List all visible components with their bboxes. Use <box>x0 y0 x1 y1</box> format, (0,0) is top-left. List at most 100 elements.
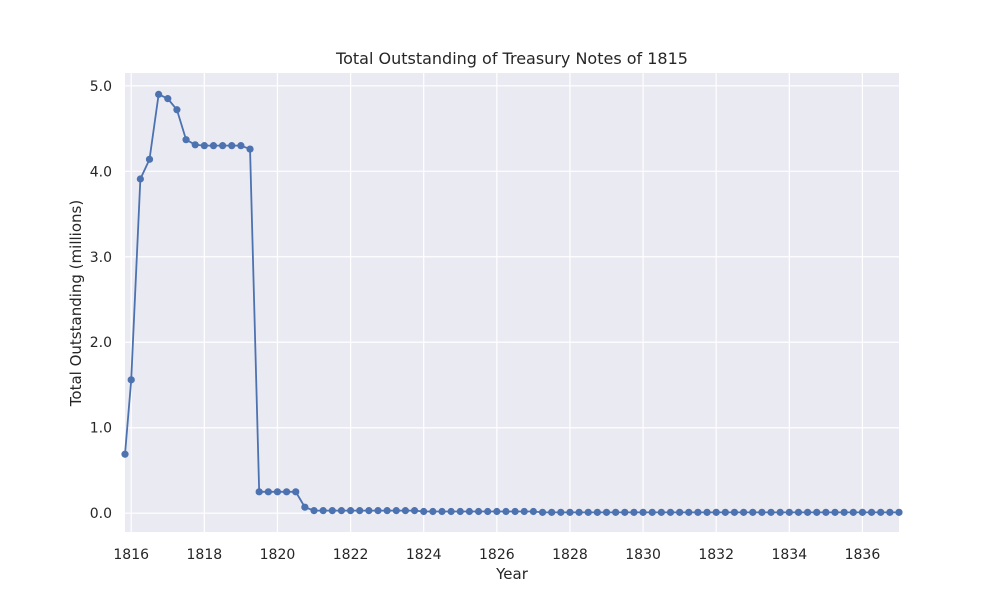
x-tick-label: 1822 <box>333 547 369 563</box>
data-point <box>575 508 583 516</box>
data-point <box>374 507 382 515</box>
data-point <box>392 507 400 515</box>
data-point <box>145 155 154 163</box>
y-tick-label: 5.0 <box>90 79 112 95</box>
y-tick-label: 3.0 <box>90 250 112 266</box>
data-point <box>676 508 684 516</box>
data-point <box>155 90 163 98</box>
x-tick-label: 1830 <box>625 547 661 563</box>
data-point <box>456 507 464 516</box>
data-point <box>465 507 474 516</box>
data-point <box>283 488 291 496</box>
data-point <box>264 488 272 496</box>
x-tick-label: 1832 <box>698 547 734 563</box>
data-point <box>127 376 135 384</box>
data-point <box>630 508 638 516</box>
x-tick-label: 1816 <box>113 547 149 563</box>
y-tick-label: 0.0 <box>90 506 112 522</box>
x-tick-label: 1828 <box>552 547 588 563</box>
y-tick-label: 1.0 <box>90 421 112 437</box>
data-point <box>758 508 766 516</box>
data-point <box>292 488 300 496</box>
data-point <box>666 508 675 516</box>
data-point <box>237 142 245 150</box>
data-point <box>511 507 519 516</box>
x-tick-label: 1818 <box>187 547 223 563</box>
data-point <box>228 142 236 150</box>
data-point <box>301 503 309 511</box>
data-point <box>822 508 830 516</box>
data-point <box>831 508 839 516</box>
data-point <box>584 508 592 516</box>
y-tick-label: 2.0 <box>90 335 112 351</box>
data-point <box>785 508 793 516</box>
data-point <box>566 508 574 516</box>
data-point <box>346 507 355 515</box>
x-axis: 1816 1818 1820 1822 1824 1826 1828 1830 1832 1834… <box>113 547 880 563</box>
data-point <box>356 507 364 515</box>
data-point <box>164 95 172 103</box>
data-point <box>438 507 446 516</box>
data-point <box>657 508 665 516</box>
data-point <box>886 508 894 516</box>
data-point <box>246 145 254 153</box>
data-point <box>401 507 410 515</box>
y-tick-label: 4.0 <box>90 164 112 180</box>
x-axis-label: Year <box>495 565 529 583</box>
data-point <box>639 508 647 516</box>
data-point <box>337 507 346 515</box>
data-point <box>520 507 528 516</box>
data-point <box>749 508 757 516</box>
data-point <box>767 508 775 516</box>
chart-title: Total Outstanding of Treasury Notes of 1… <box>335 49 688 68</box>
data-point <box>602 508 611 516</box>
data-point <box>319 507 327 515</box>
data-point <box>420 507 428 516</box>
data-point <box>502 507 510 516</box>
data-point <box>273 488 282 496</box>
data-point <box>730 508 739 516</box>
data-point <box>612 508 620 516</box>
data-point <box>173 106 181 114</box>
data-point <box>685 508 693 516</box>
y-axis: 0.0 1.0 2.0 3.0 4.0 5.0 <box>90 79 112 522</box>
data-point <box>121 450 129 458</box>
data-point <box>493 507 501 516</box>
data-point <box>776 508 784 516</box>
data-point <box>557 508 565 516</box>
x-tick-label: 1834 <box>771 547 807 563</box>
data-point <box>694 508 702 516</box>
data-point <box>529 507 537 516</box>
data-point <box>840 508 848 516</box>
data-point <box>209 142 218 150</box>
data-point <box>804 508 812 516</box>
data-point <box>328 507 336 515</box>
data-point <box>877 508 885 516</box>
data-point <box>740 508 748 516</box>
data-point <box>200 142 208 150</box>
y-axis-label: Total Outstanding (millions) <box>67 200 85 407</box>
data-point <box>703 508 711 516</box>
data-point <box>621 508 629 516</box>
x-tick-label: 1836 <box>845 547 881 563</box>
data-point <box>858 508 867 516</box>
data-point <box>721 508 729 516</box>
data-point <box>182 136 190 144</box>
data-point <box>310 507 318 515</box>
data-point <box>712 508 720 516</box>
data-points <box>121 90 903 516</box>
data-point <box>383 507 391 515</box>
data-point <box>219 142 227 150</box>
x-tick-label: 1820 <box>260 547 296 563</box>
data-point <box>191 141 199 149</box>
data-point <box>849 508 857 516</box>
data-point <box>895 508 903 516</box>
data-point <box>867 508 876 516</box>
data-point <box>794 508 803 516</box>
data-point <box>365 507 373 515</box>
data-point <box>474 507 483 516</box>
data-point <box>136 175 144 183</box>
data-point <box>255 488 263 496</box>
data-point <box>447 507 455 516</box>
